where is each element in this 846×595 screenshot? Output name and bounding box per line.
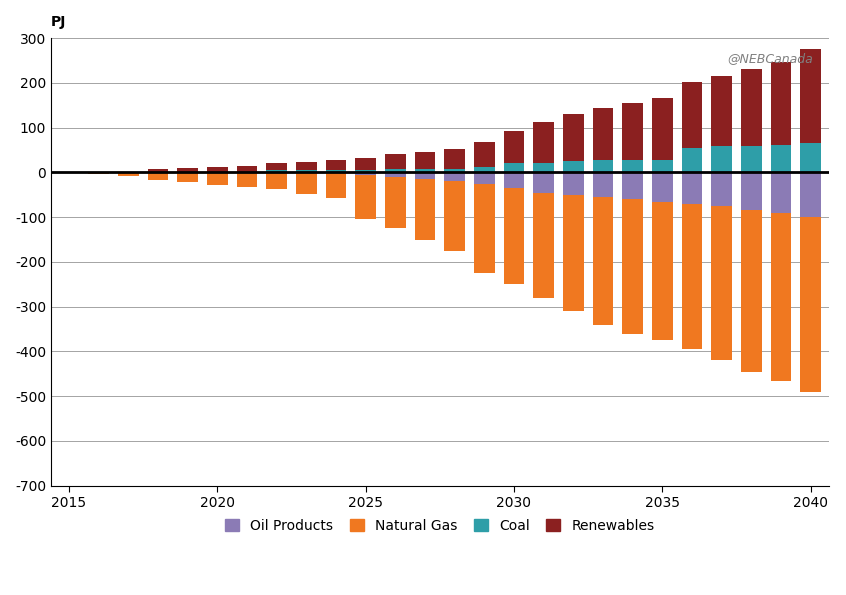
Bar: [771, 145, 791, 173]
Bar: [444, 173, 465, 250]
Bar: [177, 171, 198, 173]
Bar: [474, 173, 495, 184]
Bar: [741, 70, 761, 146]
Bar: [711, 173, 732, 361]
Bar: [711, 76, 732, 146]
Bar: [682, 82, 702, 148]
Bar: [623, 160, 643, 173]
Bar: [88, 173, 109, 174]
Bar: [474, 142, 495, 167]
Bar: [593, 173, 613, 325]
Bar: [266, 164, 287, 170]
Bar: [682, 173, 702, 349]
Bar: [296, 170, 316, 173]
Bar: [623, 173, 643, 199]
Bar: [800, 49, 821, 143]
Bar: [474, 173, 495, 273]
Bar: [326, 170, 346, 173]
Bar: [800, 143, 821, 173]
Bar: [147, 173, 168, 180]
Bar: [800, 173, 821, 217]
Bar: [563, 173, 584, 195]
Bar: [444, 149, 465, 169]
Bar: [711, 173, 732, 206]
Bar: [296, 173, 316, 194]
Bar: [563, 114, 584, 161]
Bar: [207, 167, 228, 171]
Bar: [237, 166, 257, 171]
Bar: [593, 108, 613, 160]
Bar: [533, 162, 554, 173]
Bar: [177, 168, 198, 171]
Bar: [326, 160, 346, 170]
Bar: [296, 162, 316, 170]
Bar: [415, 173, 436, 240]
Bar: [385, 173, 406, 228]
Text: PJ: PJ: [51, 15, 67, 29]
Bar: [771, 173, 791, 213]
Bar: [177, 173, 198, 182]
Bar: [474, 167, 495, 173]
Text: @NEBCanada: @NEBCanada: [728, 52, 813, 65]
Bar: [533, 173, 554, 298]
Bar: [237, 171, 257, 173]
Bar: [415, 173, 436, 179]
Bar: [207, 173, 228, 184]
Bar: [623, 102, 643, 160]
Bar: [415, 169, 436, 173]
Bar: [415, 152, 436, 169]
Bar: [147, 171, 168, 173]
Bar: [741, 173, 761, 211]
Bar: [533, 123, 554, 162]
Bar: [147, 170, 168, 171]
Bar: [652, 173, 673, 202]
Bar: [652, 160, 673, 173]
Bar: [771, 173, 791, 381]
Bar: [682, 148, 702, 173]
Bar: [355, 170, 376, 173]
Bar: [503, 162, 525, 173]
Bar: [800, 173, 821, 392]
Bar: [237, 173, 257, 187]
Bar: [355, 173, 376, 220]
Bar: [503, 131, 525, 162]
Bar: [207, 171, 228, 173]
Bar: [563, 161, 584, 173]
Bar: [771, 62, 791, 145]
Bar: [593, 160, 613, 173]
Legend: Oil Products, Natural Gas, Coal, Renewables: Oil Products, Natural Gas, Coal, Renewab…: [221, 515, 658, 537]
Bar: [533, 173, 554, 193]
Bar: [326, 173, 346, 198]
Bar: [503, 173, 525, 284]
Bar: [682, 173, 702, 203]
Bar: [741, 173, 761, 372]
Bar: [741, 146, 761, 173]
Bar: [623, 173, 643, 334]
Bar: [266, 173, 287, 189]
Bar: [118, 173, 139, 176]
Bar: [503, 173, 525, 188]
Bar: [652, 173, 673, 340]
Bar: [355, 173, 376, 175]
Bar: [563, 173, 584, 311]
Bar: [385, 169, 406, 173]
Bar: [652, 98, 673, 160]
Bar: [385, 173, 406, 177]
Bar: [355, 158, 376, 170]
Bar: [593, 173, 613, 197]
Bar: [385, 154, 406, 169]
Bar: [118, 171, 139, 173]
Bar: [266, 170, 287, 173]
Bar: [444, 169, 465, 173]
Bar: [711, 146, 732, 173]
Bar: [444, 173, 465, 181]
